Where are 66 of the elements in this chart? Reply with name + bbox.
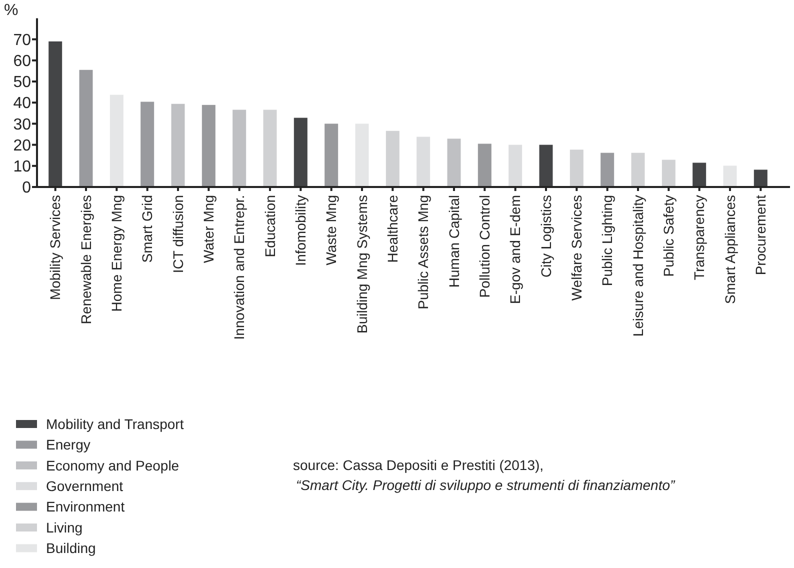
bar — [447, 138, 461, 187]
x-tick-label: Renewable Energies — [78, 195, 94, 324]
x-tick-label: Welfare Services — [568, 195, 585, 301]
bar — [723, 166, 737, 187]
bar — [508, 144, 522, 187]
x-tick-label: Leisure and Hospitality — [630, 195, 646, 337]
legend-label: Mobility and Transport — [46, 416, 184, 432]
y-tick-label: 0 — [22, 180, 32, 197]
x-tick-label: City Logistics — [538, 195, 554, 278]
x-tick-label: Human Capital — [446, 195, 462, 288]
bar — [263, 110, 277, 187]
x-tick-label: Waste Mng — [323, 195, 340, 266]
x-tick-label: Infomobility — [292, 195, 309, 266]
x-tick-label: Smart Grid — [139, 195, 156, 263]
y-tick-label: 70 — [13, 32, 32, 49]
bar — [692, 162, 706, 187]
bar — [324, 124, 338, 187]
x-tick-label: Public Safety — [660, 195, 677, 277]
x-tick-label: Transparency — [691, 195, 708, 280]
x-tick-label: E-gov and E-dem — [507, 195, 524, 304]
x-tick-label: Pollution Control — [476, 195, 493, 298]
text: “Smart City. Progetti di sviluppo e strumenti di finanziamento” — [296, 477, 676, 493]
bar — [202, 104, 216, 187]
x-tick-label: Mobility Services — [47, 195, 64, 300]
x-tick-label: ICT diffusion — [170, 195, 186, 274]
bar — [631, 152, 645, 187]
x-tick-label: Innovation and Entrepr. — [231, 195, 248, 340]
bar — [79, 70, 93, 187]
legend-label: Building — [46, 540, 96, 556]
x-tick-label: Healthcare — [384, 194, 401, 263]
bar — [416, 136, 430, 187]
source-note: source: Cassa Depositi e Prestiti (2013), — [293, 457, 544, 473]
y-tick-label: 30 — [13, 116, 32, 134]
bar — [355, 124, 369, 187]
bar — [570, 150, 584, 187]
bar — [232, 110, 246, 187]
legend-label: Environment — [46, 498, 125, 515]
y-tick-label: 60 — [13, 53, 32, 70]
bar — [600, 152, 614, 187]
bar — [294, 118, 308, 187]
x-tick-label: Water Mng — [200, 195, 217, 263]
y-tick-label: 10 — [13, 158, 32, 176]
x-tick-label: Building Mng Systems — [354, 195, 370, 334]
y-tick-label: 50 — [13, 74, 32, 92]
bar — [140, 102, 154, 187]
legend-label: Government — [46, 478, 124, 494]
y-tick-label: 20 — [13, 137, 32, 154]
bar — [662, 160, 676, 187]
bar — [48, 41, 62, 187]
bar — [386, 130, 400, 187]
bar — [110, 94, 124, 187]
bar — [539, 144, 553, 187]
legend-label: Living — [46, 519, 83, 536]
y-tick-label: 40 — [13, 95, 32, 112]
legend-label: Economy and People — [46, 457, 180, 474]
x-tick-label: Public Assets Mng — [415, 195, 432, 310]
x-tick-label: Public Lighting — [599, 195, 616, 286]
x-tick-label: Procurement — [752, 194, 769, 276]
bar — [754, 170, 768, 187]
x-tick-label: Home Energy Mng — [108, 195, 125, 312]
bar — [171, 104, 185, 187]
x-tick-label: Education — [262, 195, 278, 258]
x-tick-label: Smart Appliances — [722, 195, 738, 304]
y-axis-title: % — [4, 2, 18, 19]
bar — [478, 144, 492, 187]
legend-label: Energy — [46, 436, 90, 453]
